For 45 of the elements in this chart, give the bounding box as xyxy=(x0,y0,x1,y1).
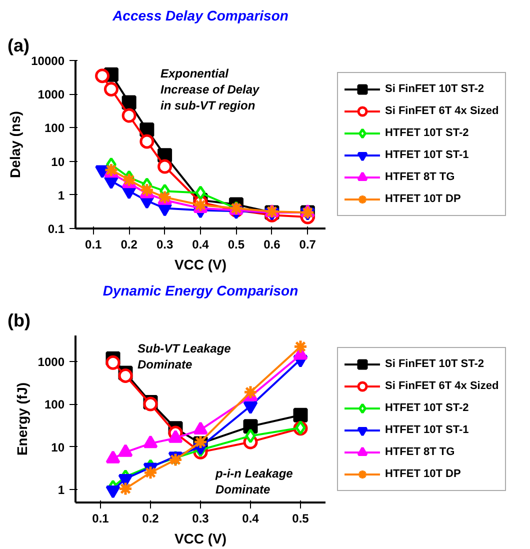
legend-label: HTFET 10T ST-2 xyxy=(385,402,469,414)
x-tick-label: 0.5 xyxy=(292,512,310,526)
y-tick-label: 1 xyxy=(58,483,65,498)
x-tick-label: 0.3 xyxy=(192,512,210,526)
x-tick-label: 0.7 xyxy=(299,238,316,252)
y-tick-label: 10 xyxy=(51,154,65,169)
legend-label: HTFET 10T DP xyxy=(385,193,461,205)
y-tick-label: 0.1 xyxy=(48,222,65,236)
x-tick-label: 0.4 xyxy=(242,512,260,526)
x-tick-label: 0.3 xyxy=(156,238,174,252)
y-tick-label: 100 xyxy=(44,398,65,412)
chart-title: Access Delay Comparison xyxy=(112,8,288,24)
x-tick-label: 0.2 xyxy=(142,512,160,526)
x-tick-label: 0.1 xyxy=(85,238,102,252)
legend-label: HTFET 8T TG xyxy=(385,171,455,183)
text: (a) xyxy=(8,36,30,56)
legend-label: Si FinFET 10T ST-2 xyxy=(385,83,484,95)
y-axis-title: Delay (ns) xyxy=(7,111,24,178)
y-axis-title: Energy (fJ) xyxy=(14,382,30,456)
x-axis-title: VCC (V) xyxy=(174,530,227,546)
x-tick-label: 0.4 xyxy=(192,238,210,252)
chart-title: Dynamic Energy Comparison xyxy=(102,282,298,298)
y-tick-label: 10000 xyxy=(31,54,65,68)
annotation: p-i-n Leakage Dominate xyxy=(214,466,294,496)
legend-label: HTFET 10T ST-2 xyxy=(385,127,469,139)
x-tick-label: 0.2 xyxy=(120,238,138,252)
annotation: Exponential Increase of Delay in sub-VT region xyxy=(160,66,261,113)
legend-label: HTFET 10T ST-1 xyxy=(385,424,469,436)
y-tick-label: 100 xyxy=(44,121,65,136)
legend-label: HTFET 8T TG xyxy=(385,446,455,458)
x-tick-label: 0.5 xyxy=(228,238,245,252)
y-tick-label: 1 xyxy=(58,188,65,202)
y-tick-label: 10 xyxy=(51,440,65,454)
annotation: Sub-VT Leakage Dominate xyxy=(138,342,232,372)
legend-label: Si FinFET 6T 4x Sized xyxy=(385,380,499,392)
legend-label: Si FinFET 6T 4x Sized xyxy=(385,105,499,117)
x-tick-label: 0.1 xyxy=(92,512,110,526)
legend-label: Si FinFET 10T ST-2 xyxy=(385,358,484,370)
y-tick-label: 1000 xyxy=(38,354,65,369)
x-tick-label: 0.6 xyxy=(264,238,281,252)
legend-label: HTFET 10T DP xyxy=(385,468,461,480)
x-axis-title: VCC (V) xyxy=(174,256,227,272)
text: (b) xyxy=(8,310,30,330)
legend-label: HTFET 10T ST-1 xyxy=(385,149,469,161)
y-tick-label: 1000 xyxy=(38,88,65,102)
